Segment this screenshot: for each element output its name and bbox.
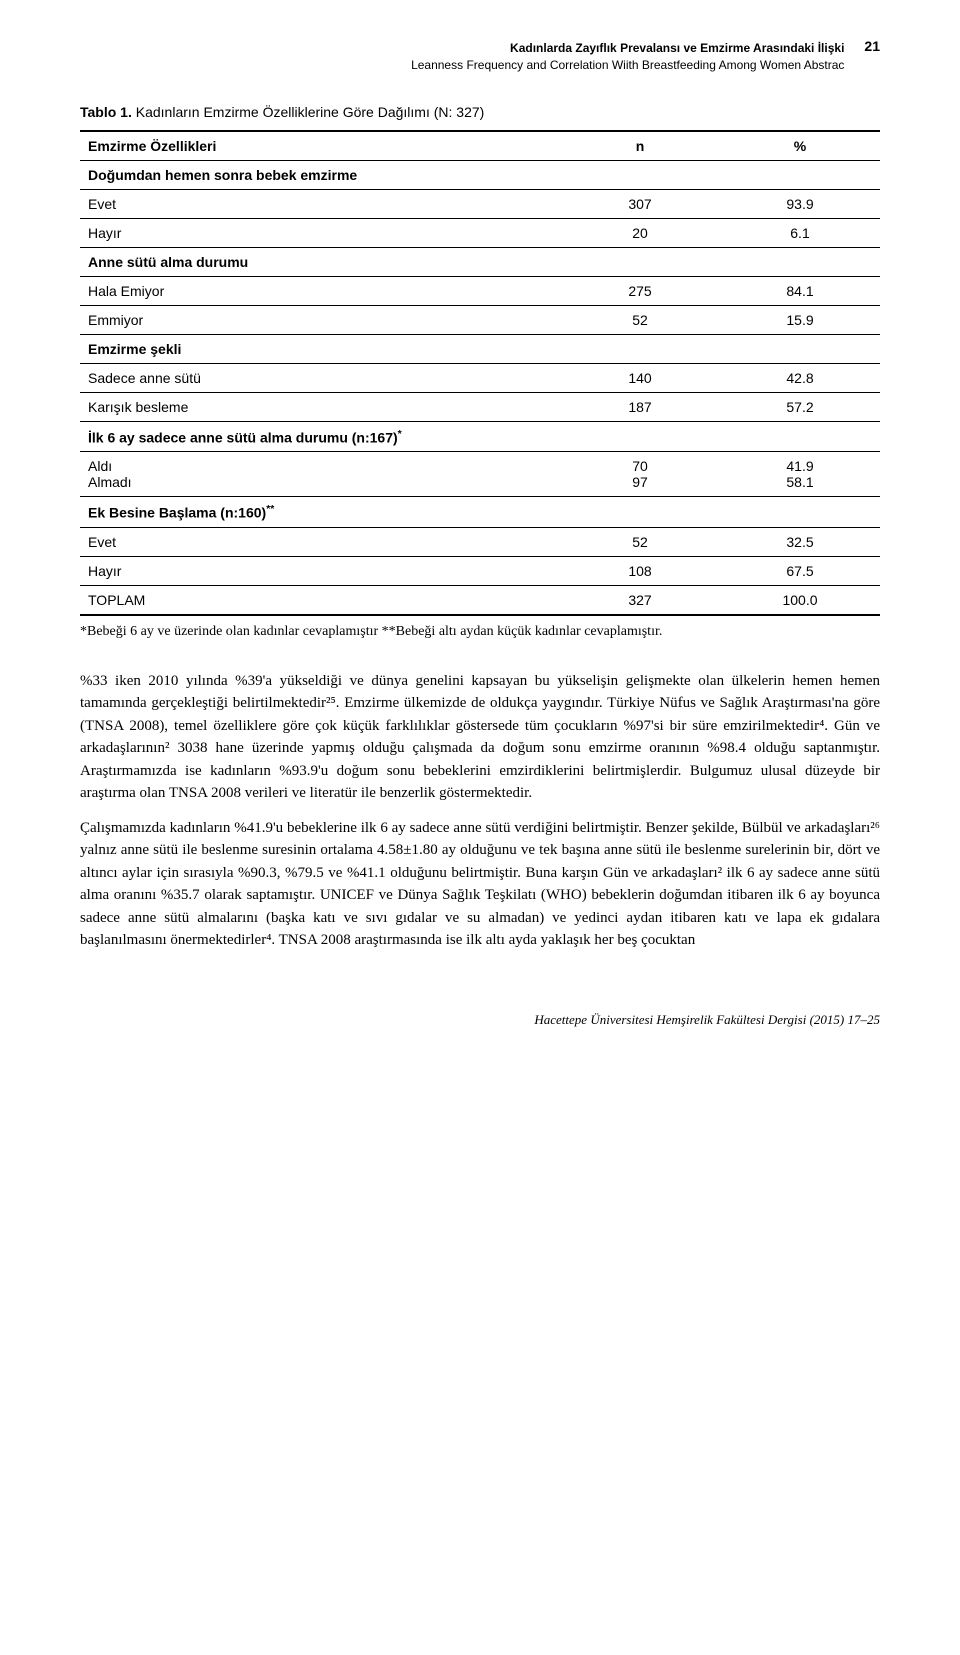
- row-label: Emmiyor: [80, 305, 560, 334]
- row-label: Karışık besleme: [80, 392, 560, 421]
- table-row: Evet5232.5: [80, 527, 880, 556]
- total-pct: 100.0: [720, 585, 880, 615]
- table-section-header: Emzirme şekli: [80, 334, 880, 363]
- body-text: %33 iken 2010 yılında %39'a yükseldiği v…: [80, 670, 880, 952]
- table-caption-text: Kadınların Emzirme Özelliklerine Göre Da…: [136, 104, 485, 120]
- row-label: AldıAlmadı: [80, 452, 560, 497]
- row-n: 307: [560, 189, 720, 218]
- row-n: 52: [560, 527, 720, 556]
- row-pct: 67.5: [720, 556, 880, 585]
- row-pct: 15.9: [720, 305, 880, 334]
- section-header-cell: İlk 6 ay sadece anne sütü alma durumu (n…: [80, 421, 880, 452]
- row-pct: 32.5: [720, 527, 880, 556]
- row-n: 108: [560, 556, 720, 585]
- table-row: Emmiyor5215.9: [80, 305, 880, 334]
- journal-footer: Hacettepe Üniversitesi Hemşirelik Fakült…: [80, 1012, 880, 1028]
- row-n: 275: [560, 276, 720, 305]
- row-label: Hala Emiyor: [80, 276, 560, 305]
- row-pct: 6.1: [720, 218, 880, 247]
- running-head-en: Leanness Frequency and Correlation Wiith…: [411, 57, 844, 74]
- page-header: Kadınlarda Zayıflık Prevalansı ve Emzirm…: [80, 40, 880, 74]
- section-header-cell: Doğumdan hemen sonra bebek emzirme: [80, 160, 880, 189]
- row-pct: 42.8: [720, 363, 880, 392]
- col-header-pct: %: [720, 131, 880, 161]
- running-head-tr: Kadınlarda Zayıflık Prevalansı ve Emzirm…: [411, 40, 844, 57]
- table-row: AldıAlmadı709741.958.1: [80, 452, 880, 497]
- table-row: Hayır206.1: [80, 218, 880, 247]
- table-section-header: İlk 6 ay sadece anne sütü alma durumu (n…: [80, 421, 880, 452]
- table-total-row: TOPLAM327100.0: [80, 585, 880, 615]
- table-row: Sadece anne sütü14042.8: [80, 363, 880, 392]
- row-label: Hayır: [80, 556, 560, 585]
- row-pct: 84.1: [720, 276, 880, 305]
- row-label: Evet: [80, 189, 560, 218]
- total-n: 327: [560, 585, 720, 615]
- row-n: 140: [560, 363, 720, 392]
- section-header-cell: Ek Besine Başlama (n:160)**: [80, 497, 880, 528]
- table-header-row: Emzirme Özellikleri n %: [80, 131, 880, 161]
- row-n: 20: [560, 218, 720, 247]
- row-label: Evet: [80, 527, 560, 556]
- row-n: 187: [560, 392, 720, 421]
- row-pct: 93.9: [720, 189, 880, 218]
- table-row: Evet30793.9: [80, 189, 880, 218]
- row-label: Sadece anne sütü: [80, 363, 560, 392]
- table-row: Hala Emiyor27584.1: [80, 276, 880, 305]
- table-section-header: Doğumdan hemen sonra bebek emzirme: [80, 160, 880, 189]
- row-label: Hayır: [80, 218, 560, 247]
- page-number: 21: [864, 38, 880, 54]
- page-container: Kadınlarda Zayıflık Prevalansı ve Emzirm…: [0, 0, 960, 1088]
- paragraph-1: %33 iken 2010 yılında %39'a yükseldiği v…: [80, 670, 880, 805]
- table-section-header: Anne sütü alma durumu: [80, 247, 880, 276]
- section-header-cell: Anne sütü alma durumu: [80, 247, 880, 276]
- table-section-header: Ek Besine Başlama (n:160)**: [80, 497, 880, 528]
- total-label: TOPLAM: [80, 585, 560, 615]
- table-footnote: *Bebeği 6 ay ve üzerinde olan kadınlar c…: [80, 622, 880, 642]
- col-header-n: n: [560, 131, 720, 161]
- section-header-cell: Emzirme şekli: [80, 334, 880, 363]
- table-caption-label: Tablo 1.: [80, 104, 132, 120]
- row-pct: 41.958.1: [720, 452, 880, 497]
- col-header-label: Emzirme Özellikleri: [80, 131, 560, 161]
- table-row: Karışık besleme18757.2: [80, 392, 880, 421]
- paragraph-2: Çalışmamızda kadınların %41.9'u bebekler…: [80, 817, 880, 952]
- running-head: Kadınlarda Zayıflık Prevalansı ve Emzirm…: [411, 40, 844, 74]
- row-n: 52: [560, 305, 720, 334]
- row-pct: 57.2: [720, 392, 880, 421]
- table-row: Hayır10867.5: [80, 556, 880, 585]
- data-table: Emzirme Özellikleri n % Doğumdan hemen s…: [80, 130, 880, 616]
- table-caption: Tablo 1. Kadınların Emzirme Özelliklerin…: [80, 104, 880, 120]
- row-n: 7097: [560, 452, 720, 497]
